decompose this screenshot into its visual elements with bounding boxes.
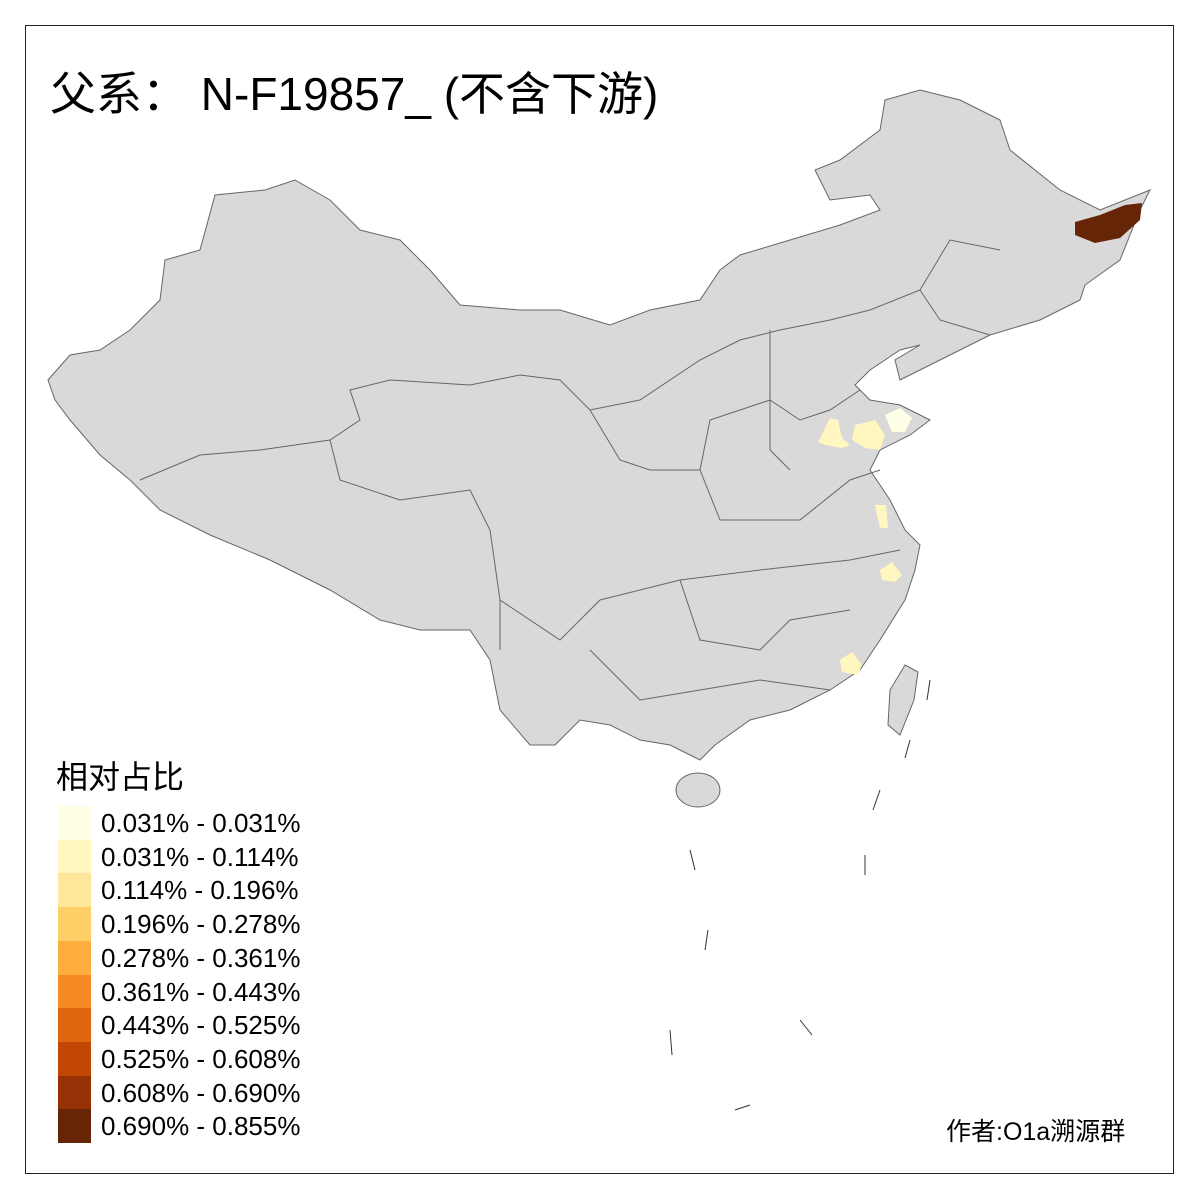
legend-item: 0.278% - 0.361%: [58, 940, 358, 975]
legend-item: 0.443% - 0.525%: [58, 1008, 358, 1043]
legend-item: 0.031% - 0.031%: [58, 806, 358, 840]
legend-label: 0.361% - 0.443%: [101, 976, 301, 1007]
legend-label: 0.443% - 0.525%: [101, 1010, 301, 1041]
legend-item: 0.361% - 0.443%: [58, 974, 358, 1009]
map-frame: [25, 25, 1174, 1174]
region-low: [840, 652, 862, 675]
legend-swatch: [58, 1109, 91, 1144]
legend-item: 0.608% - 0.690%: [58, 1075, 358, 1110]
legend-title: 相对占比: [56, 759, 185, 795]
legend-swatch: [58, 839, 91, 874]
legend-swatch: [58, 974, 91, 1009]
legend-item: 0.031% - 0.114%: [58, 839, 358, 874]
legend-swatch: [58, 1075, 91, 1110]
region-low: [852, 420, 885, 450]
legend-label: 0.196% - 0.278%: [101, 909, 301, 940]
data-regions: [818, 203, 1142, 675]
author-credit: 作者:O1a溯源群: [946, 1118, 1126, 1146]
hainan-region: [675, 772, 721, 808]
legend-swatch: [58, 940, 91, 975]
region-low: [875, 505, 888, 528]
legend-label: 0.114% - 0.196%: [101, 875, 299, 906]
south-sea-islands: [669, 679, 931, 1111]
legend-swatch: [58, 873, 91, 908]
legend-item: 0.196% - 0.278%: [58, 907, 358, 942]
legend-swatch: [58, 907, 91, 942]
taiwan-region: [887, 664, 919, 736]
legend-item: 0.114% - 0.196%: [58, 873, 358, 908]
legend-label: 0.278% - 0.361%: [101, 942, 301, 973]
region-low: [818, 418, 850, 448]
legend-item: 0.525% - 0.608%: [58, 1041, 358, 1076]
legend-item: 0.690% - 0.855%: [58, 1109, 358, 1144]
legend-swatch: [58, 1041, 91, 1076]
legend-label: 0.608% - 0.690%: [101, 1077, 301, 1108]
map-title: 父系： N-F19857_ (不含下游): [50, 68, 659, 120]
region-low: [880, 562, 902, 582]
region-highest: [1075, 203, 1142, 243]
legend-label: 0.525% - 0.608%: [101, 1043, 301, 1074]
region-lowest: [885, 408, 912, 432]
legend-label: 0.690% - 0.855%: [101, 1111, 301, 1142]
legend-label: 0.031% - 0.114%: [101, 841, 299, 872]
legend-swatch: [58, 1008, 91, 1043]
province-borders: [139, 239, 1001, 701]
legend-swatch: [58, 806, 91, 840]
legend-label: 0.031% - 0.031%: [101, 808, 301, 838]
